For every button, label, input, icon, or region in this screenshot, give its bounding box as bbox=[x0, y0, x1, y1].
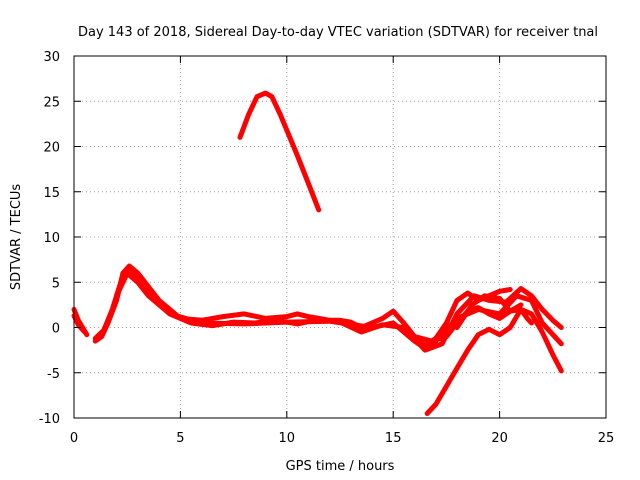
y-tick-label: 15 bbox=[43, 186, 60, 201]
y-tick-label: 0 bbox=[52, 322, 60, 337]
y-tick-label: 5 bbox=[52, 276, 60, 291]
y-tick-label: -10 bbox=[39, 412, 60, 427]
series-line-arc-main-3 bbox=[114, 270, 564, 351]
axis-ticks bbox=[73, 55, 607, 419]
x-tick-label: 15 bbox=[385, 431, 402, 446]
chart-title: Day 143 of 2018, Sidereal Day-to-day VTE… bbox=[78, 25, 598, 40]
data-series bbox=[71, 90, 564, 416]
y-axis-label: SDTVAR / TECUs bbox=[9, 184, 24, 291]
series-line-arc-early-2 bbox=[71, 313, 88, 335]
y-tick-label: 10 bbox=[43, 231, 60, 246]
series-line-arc-late-2 bbox=[454, 293, 564, 374]
y-tick-label: 20 bbox=[43, 141, 60, 156]
y-tick-labels: -10 -5 0 5 10 15 20 25 30 bbox=[39, 50, 60, 427]
y-tick-label: -5 bbox=[47, 367, 60, 382]
x-tick-label: 20 bbox=[491, 431, 508, 446]
x-tick-label: 0 bbox=[70, 431, 78, 446]
x-axis-label: GPS time / hours bbox=[286, 459, 395, 474]
series-line-arc-high bbox=[237, 90, 322, 213]
y-tick-label: 25 bbox=[43, 95, 60, 110]
x-tick-label: 10 bbox=[279, 431, 296, 446]
series-line-arc-late-3 bbox=[424, 306, 534, 416]
y-tick-label: 30 bbox=[43, 50, 60, 65]
x-tick-label: 5 bbox=[176, 431, 184, 446]
x-tick-labels: 0 5 10 15 20 25 bbox=[70, 431, 614, 446]
grid-lines bbox=[74, 56, 606, 418]
series-line-arc-late-1 bbox=[412, 302, 524, 344]
x-tick-label: 25 bbox=[598, 431, 615, 446]
